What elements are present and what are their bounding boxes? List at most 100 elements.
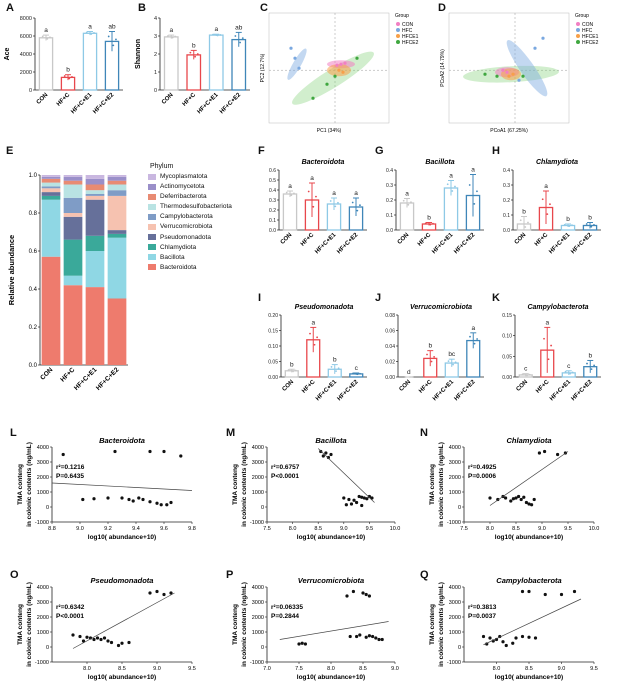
panel-label-p: P [226, 569, 234, 581]
data-point [530, 503, 534, 507]
stack-segment [107, 176, 127, 181]
stack-segment [85, 184, 105, 191]
stack-segment [107, 195, 127, 231]
y-tick-label: 4000 [252, 585, 264, 591]
significance-letter: b [522, 209, 526, 216]
phylum-legend-item: Campylobacterota [148, 213, 232, 220]
x-axis-label: log10( abundance+10) [495, 674, 563, 681]
legend-swatch [148, 244, 156, 251]
significance-letter: c [524, 366, 528, 373]
panel-label-f: F [258, 145, 265, 157]
data-point [547, 358, 550, 361]
data-point [294, 369, 297, 372]
data-point [68, 77, 71, 80]
data-point [166, 35, 169, 37]
legend-swatch [148, 254, 156, 261]
data-point [329, 200, 332, 202]
stack-segment [41, 192, 61, 196]
y-tick-label: 0.3 [503, 183, 510, 189]
data-point [568, 225, 571, 227]
regression-line [51, 482, 193, 491]
significance-letter: a [405, 191, 409, 198]
data-point [219, 34, 222, 36]
y-tick-label: 1000 [37, 490, 49, 496]
y-axis-label: PCoA2 (14.79%) [440, 49, 446, 87]
phylum-legend-title: Phylum [150, 163, 174, 170]
data-point [326, 455, 331, 460]
sample-point [293, 56, 297, 60]
data-point [362, 496, 366, 500]
data-point [171, 36, 174, 39]
data-point [92, 637, 96, 642]
data-point [335, 370, 337, 373]
data-point [527, 589, 531, 594]
data-point [239, 41, 241, 44]
y-tick-label: -1000 [35, 660, 49, 666]
data-point [541, 198, 544, 201]
y-axis-label: in colonic contents (ng/mL) [241, 582, 248, 667]
panel-label-h: H [492, 145, 500, 157]
significance-letter: b [427, 215, 431, 222]
data-point [411, 376, 414, 378]
x-tick-label: CON [39, 366, 54, 381]
y-tick-label: 0.00 [268, 375, 278, 381]
stack-segment [85, 178, 105, 185]
data-point [377, 637, 381, 642]
stack-segment [85, 194, 105, 196]
x-tick-label: 9.5 [188, 666, 196, 672]
stack-segment [107, 230, 127, 234]
significance-letter: b [290, 361, 294, 368]
y-axis-label: in colonic contents (ng/mL) [26, 582, 33, 667]
y-tick-label: 1000 [449, 630, 461, 636]
y-tick-label: 0.15 [502, 313, 512, 319]
x-axis-label: PCoA1 (67.25%) [490, 128, 528, 134]
legend-swatch [148, 234, 156, 241]
x-tick-label: 9.4 [132, 526, 140, 532]
p-value: P<0.0001 [56, 613, 84, 620]
significance-letter: a [288, 183, 292, 190]
data-point [590, 225, 593, 228]
regression-line [489, 451, 569, 506]
data-point [356, 373, 359, 376]
p-value: P=0.6435 [56, 473, 84, 480]
pca-plot: PC1 (34%) PC2 (12.7%) Group CONHFCHFCE1HFCE… [260, 12, 419, 134]
legend-marker [576, 34, 580, 38]
y-tick-label: 4000 [449, 585, 461, 591]
r-squared: r²=0.6342 [56, 604, 85, 611]
stack-segment [63, 213, 83, 217]
y-tick-label: 1000 [252, 630, 264, 636]
data-point [234, 35, 237, 37]
x-tick-label: 9.0 [558, 666, 566, 672]
sample-point [343, 61, 347, 65]
sample-point [325, 82, 329, 86]
data-point [106, 639, 110, 643]
significance-letter: a [169, 27, 173, 34]
y-axis-label: TMA conteng [17, 464, 24, 505]
y-tick-label: 2000 [37, 475, 49, 481]
legend-swatch [148, 264, 156, 271]
legend-swatch [148, 213, 156, 220]
data-point [509, 499, 513, 503]
x-tick-label: 8.0 [289, 526, 297, 532]
data-point [511, 641, 515, 645]
data-point [102, 636, 107, 640]
stack-segment [85, 195, 105, 200]
data-point [426, 353, 428, 356]
y-tick-label: 1.0 [29, 173, 38, 179]
chart-title: Bacillota [425, 159, 454, 166]
data-point [90, 33, 93, 35]
bacillota-bar-chart: 0.0 0.1 0.2 0.3 0.4 Bacillota a CON b HF+C a HF+C+E… [386, 159, 484, 255]
regression-line [317, 448, 375, 503]
sample-point [511, 72, 515, 76]
data-point [409, 376, 411, 378]
legend-marker [396, 40, 400, 44]
phylum-legend-item: Mycoplasmatota [148, 173, 232, 180]
x-tick-label: 9.0 [538, 526, 546, 532]
data-point [241, 37, 244, 40]
y-axis-label: TMA conteng [232, 464, 239, 505]
significance-letter: b [192, 42, 196, 49]
data-point [520, 634, 525, 639]
legend-swatch [148, 203, 156, 210]
sample-point [311, 96, 315, 100]
stack-segment [41, 175, 61, 177]
